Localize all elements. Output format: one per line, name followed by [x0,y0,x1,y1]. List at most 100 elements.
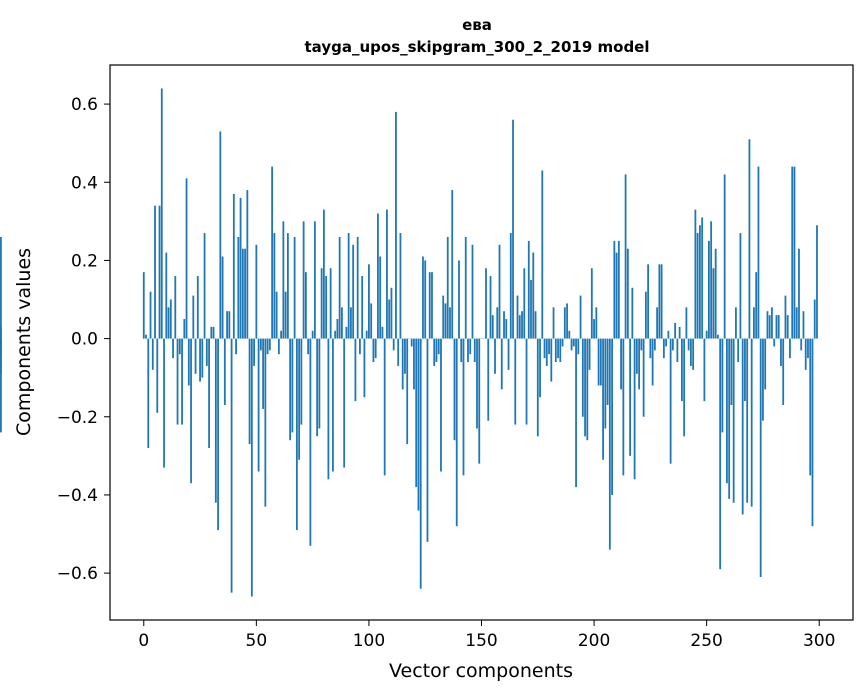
bar [253,338,255,366]
bar [566,303,568,339]
bar [809,338,812,476]
bar [570,338,573,351]
bar [662,338,665,359]
bar [406,338,409,445]
y-tick-label: 0.2 [71,251,98,271]
bar [271,166,274,339]
bar [356,236,359,339]
bar [503,311,505,339]
bar [451,190,454,339]
bar [575,338,577,488]
bar [795,307,798,339]
bar [604,338,607,429]
bar [597,338,600,386]
bar [649,338,652,359]
bar [608,338,611,550]
bar [521,311,523,339]
bar [149,291,152,339]
bar [208,338,210,449]
bar [680,338,683,402]
bar [230,338,233,593]
bar [273,233,276,339]
bar [264,338,267,507]
bar [667,330,670,339]
bar [656,307,659,339]
bar [181,338,183,425]
bar [446,236,449,339]
bar [539,338,541,398]
bar [775,315,778,339]
bar [192,295,195,339]
bar [640,338,643,351]
bar [644,291,647,339]
x-tick-label: 100 [353,631,385,651]
bar [419,338,422,589]
bar [156,338,159,413]
bar [147,338,150,449]
bar [813,299,816,339]
y-tick-label: 0.6 [71,95,98,115]
bar [568,330,571,339]
bar [322,209,325,339]
bar [624,174,627,339]
bar [383,338,386,476]
bar [615,252,618,339]
bar [309,338,312,546]
bar [599,338,602,386]
y-tick-label: −0.2 [57,408,98,428]
bar [205,338,208,366]
bar [424,260,427,339]
bar [410,338,413,347]
bar [748,139,751,339]
bar-series [0,88,818,597]
bar [777,315,780,339]
bar [226,311,228,339]
bar [665,338,668,347]
bar [338,236,341,339]
bar [286,233,289,339]
bar [217,338,219,531]
bar [248,338,251,445]
bar [708,240,710,339]
bar [178,338,181,355]
bar [523,268,526,339]
bar [757,166,760,339]
bar [548,338,550,355]
bar [235,338,237,355]
bar [183,319,186,339]
bar [674,322,677,339]
bar [332,338,334,472]
bar [417,338,420,511]
bar [498,244,501,339]
x-tick-label: 250 [690,631,722,651]
bar [345,326,348,339]
bar [694,209,697,339]
bar [638,338,641,390]
bar [455,338,458,527]
bar [800,338,803,351]
bar [199,338,201,382]
bar [647,264,650,339]
bar [728,338,731,499]
bar [798,248,800,339]
bar [764,338,767,390]
bar [352,244,355,339]
bar [676,338,679,363]
bar [771,307,773,339]
bar [791,166,794,339]
bar [629,338,631,456]
bar [390,287,393,339]
bar [379,256,382,339]
bar [275,291,278,339]
x-tick-label: 150 [465,631,497,651]
bar [0,338,2,433]
bar [201,338,204,378]
bar [160,88,163,339]
y-axis-label: Components values [13,248,35,436]
bar [496,307,499,339]
bar [386,209,388,339]
bar [494,338,496,374]
bar [151,338,154,370]
bar [534,311,537,339]
